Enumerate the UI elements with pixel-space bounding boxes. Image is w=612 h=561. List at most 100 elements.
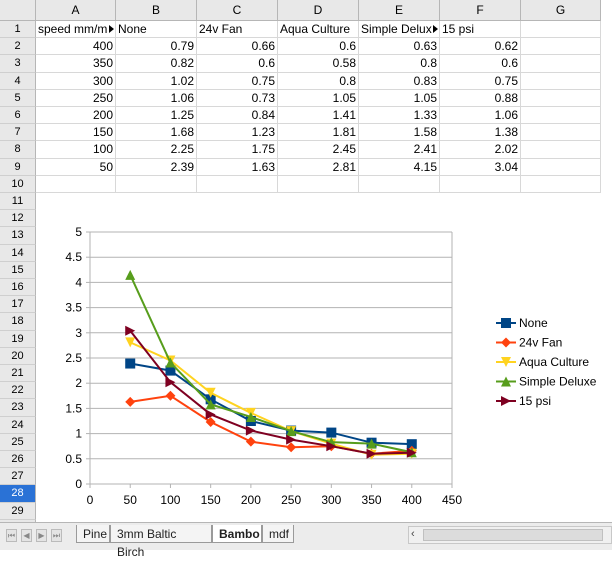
cell-c9[interactable]: 1.63 <box>197 158 278 176</box>
cell-c5[interactable]: 0.73 <box>197 89 278 107</box>
prev-sheet-button[interactable]: ◀ <box>21 529 32 542</box>
row-header-3[interactable]: 3 <box>0 55 36 73</box>
row-header-2[interactable]: 2 <box>0 38 36 56</box>
first-sheet-button[interactable]: ⏮ <box>6 529 17 542</box>
cell-b3[interactable]: 0.82 <box>116 55 197 73</box>
row-header-30[interactable]: 30 <box>0 519 36 522</box>
cell-c1[interactable]: 24v Fan <box>197 21 278 39</box>
sheet-tab-3mm-baltic-birch[interactable]: 3mm Baltic Birch <box>110 525 212 559</box>
cell-d2[interactable]: 0.6 <box>278 38 359 56</box>
cell-f7[interactable]: 1.38 <box>440 124 521 142</box>
cell-g7[interactable] <box>521 124 601 142</box>
cell-a6[interactable]: 200 <box>36 107 116 125</box>
sheet-tab-bambo[interactable]: Bambo <box>212 525 262 543</box>
sheet-tab-mdf[interactable]: mdf <box>262 525 294 543</box>
cell-a5[interactable]: 250 <box>36 89 116 107</box>
cell-e8[interactable]: 2.41 <box>359 141 440 159</box>
cell-c3[interactable]: 0.6 <box>197 55 278 73</box>
cell-c7[interactable]: 1.23 <box>197 124 278 142</box>
cell-a2[interactable]: 400 <box>36 38 116 56</box>
cell-g2[interactable] <box>521 38 601 56</box>
cell-e5[interactable]: 1.05 <box>359 89 440 107</box>
row-header-1[interactable]: 1 <box>0 21 36 39</box>
row-header-27[interactable]: 27 <box>0 468 36 486</box>
row-header-23[interactable]: 23 <box>0 399 36 417</box>
cell-a1[interactable]: speed mm/m <box>36 21 116 39</box>
row-header-14[interactable]: 14 <box>0 244 36 262</box>
column-header-g[interactable]: G <box>521 0 601 21</box>
row-header-21[interactable]: 21 <box>0 365 36 383</box>
cell-b7[interactable]: 1.68 <box>116 124 197 142</box>
row-header-16[interactable]: 16 <box>0 279 36 297</box>
cell-b1[interactable]: None <box>116 21 197 39</box>
cell-d4[interactable]: 0.8 <box>278 72 359 90</box>
row-header-26[interactable]: 26 <box>0 451 36 469</box>
row-header-15[interactable]: 15 <box>0 261 36 279</box>
cell-c2[interactable]: 0.66 <box>197 38 278 56</box>
cell-d6[interactable]: 1.41 <box>278 107 359 125</box>
row-header-4[interactable]: 4 <box>0 72 36 90</box>
cell-g6[interactable] <box>521 107 601 125</box>
row-header-29[interactable]: 29 <box>0 502 36 520</box>
cell-d7[interactable]: 1.81 <box>278 124 359 142</box>
cell-b4[interactable]: 1.02 <box>116 72 197 90</box>
last-sheet-button[interactable]: ⏭ <box>51 529 62 542</box>
row-header-7[interactable]: 7 <box>0 124 36 142</box>
cell-b2[interactable]: 0.79 <box>116 38 197 56</box>
cell-a7[interactable]: 150 <box>36 124 116 142</box>
line-chart[interactable]: 0 0.5 1 1.5 2 2.5 3 3.5 4 4.5 5 0 50 100 150 200 250 300 3… <box>36 208 612 508</box>
cell-e1[interactable]: Simple Delux <box>359 21 440 39</box>
cell-a8[interactable]: 100 <box>36 141 116 159</box>
row-header-13[interactable]: 13 <box>0 227 36 245</box>
next-sheet-button[interactable]: ▶ <box>36 529 47 542</box>
cell-d1[interactable]: Aqua Culture <box>278 21 359 39</box>
row-header-28[interactable]: 28 <box>0 485 36 503</box>
horizontal-scrollbar[interactable]: ‹ <box>408 526 612 544</box>
column-header-a[interactable]: A <box>36 0 116 21</box>
column-header-f[interactable]: F <box>440 0 521 21</box>
cell-d9[interactable]: 2.81 <box>278 158 359 176</box>
cell-b6[interactable]: 1.25 <box>116 107 197 125</box>
row-header-10[interactable]: 10 <box>0 175 36 193</box>
cell-g1[interactable] <box>521 21 601 39</box>
cell-f6[interactable]: 1.06 <box>440 107 521 125</box>
cell-a9[interactable]: 50 <box>36 158 116 176</box>
cell-grid[interactable]: speed mm/m None 24v Fan Aqua Culture Simple … <box>36 21 612 522</box>
column-header-e[interactable]: E <box>359 0 440 21</box>
cell-g9[interactable] <box>521 158 601 176</box>
cell-g5[interactable] <box>521 89 601 107</box>
cell-f8[interactable]: 2.02 <box>440 141 521 159</box>
row-header-12[interactable]: 12 <box>0 210 36 228</box>
cell-b9[interactable]: 2.39 <box>116 158 197 176</box>
cell-g8[interactable] <box>521 141 601 159</box>
row-header-18[interactable]: 18 <box>0 313 36 331</box>
cell-f5[interactable]: 0.88 <box>440 89 521 107</box>
row-header-20[interactable]: 20 <box>0 347 36 365</box>
cell-e9[interactable]: 4.15 <box>359 158 440 176</box>
cell-b10[interactable] <box>116 175 197 193</box>
scroll-thumb[interactable] <box>423 529 603 541</box>
row-header-6[interactable]: 6 <box>0 107 36 125</box>
column-header-d[interactable]: D <box>278 0 359 21</box>
cell-e2[interactable]: 0.63 <box>359 38 440 56</box>
cell-c10[interactable] <box>197 175 278 193</box>
row-header-9[interactable]: 9 <box>0 158 36 176</box>
cell-g4[interactable] <box>521 72 601 90</box>
cell-e7[interactable]: 1.58 <box>359 124 440 142</box>
column-header-b[interactable]: B <box>116 0 197 21</box>
cell-f2[interactable]: 0.62 <box>440 38 521 56</box>
row-header-19[interactable]: 19 <box>0 330 36 348</box>
cell-d3[interactable]: 0.58 <box>278 55 359 73</box>
cell-c8[interactable]: 1.75 <box>197 141 278 159</box>
row-header-17[interactable]: 17 <box>0 296 36 314</box>
scroll-left-icon[interactable]: ‹ <box>411 528 415 540</box>
cell-e3[interactable]: 0.8 <box>359 55 440 73</box>
select-all-corner[interactable] <box>0 0 36 21</box>
cell-d10[interactable] <box>278 175 359 193</box>
row-header-22[interactable]: 22 <box>0 382 36 400</box>
cell-c6[interactable]: 0.84 <box>197 107 278 125</box>
cell-f9[interactable]: 3.04 <box>440 158 521 176</box>
cell-d5[interactable]: 1.05 <box>278 89 359 107</box>
cell-g10[interactable] <box>521 175 601 193</box>
sheet-tab-pine[interactable]: Pine <box>76 525 110 543</box>
